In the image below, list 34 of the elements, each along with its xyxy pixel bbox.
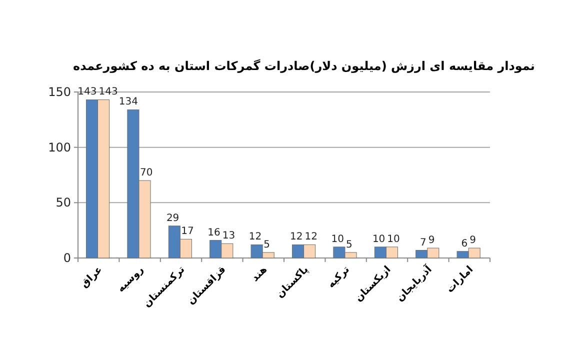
x-tick-label: روسیه — [116, 264, 146, 295]
data-label: 13 — [222, 230, 236, 242]
data-label: 10 — [387, 234, 400, 245]
y-tick-label: 100 — [48, 140, 71, 154]
data-label: 134 — [118, 96, 138, 108]
data-label: 6 — [461, 238, 468, 250]
x-tick-label: آذربایجان — [393, 262, 435, 304]
data-label: 70 — [140, 168, 153, 179]
data-label: 143 — [78, 86, 97, 98]
data-label: 9 — [428, 235, 435, 246]
x-tick-label: ازبکستان — [353, 264, 394, 304]
x-tick-label: ترکیه — [326, 264, 352, 290]
y-tick-label: 150 — [48, 85, 71, 99]
data-label: 12 — [248, 232, 262, 243]
x-tick-label: عراق — [78, 264, 105, 290]
data-label: 7 — [420, 237, 426, 248]
data-label: 12 — [290, 232, 303, 243]
y-tick-label: 0 — [63, 251, 71, 265]
x-tick-label: هند — [250, 264, 270, 284]
data-label: 17 — [181, 226, 194, 238]
data-label: 143 — [98, 86, 118, 98]
data-label: 10 — [372, 234, 386, 245]
data-label: 12 — [304, 232, 318, 243]
x-tick-label: قزاقستان — [186, 264, 228, 307]
data-label: 5 — [346, 239, 352, 250]
data-label: 5 — [264, 239, 270, 250]
data-label: 10 — [331, 234, 344, 245]
chart-title: نمودار مقایسه ای ارزش (میلیون دلار)صادرات گمرکات استان به ده کشورعمده — [73, 59, 535, 73]
data-label: 9 — [470, 235, 476, 246]
x-tick-label: امارات — [444, 264, 476, 296]
data-label: 29 — [166, 212, 180, 224]
y-tick-label: 50 — [56, 196, 71, 210]
data-label: 16 — [208, 227, 220, 238]
x-tick-label: پاکستان — [274, 264, 311, 300]
